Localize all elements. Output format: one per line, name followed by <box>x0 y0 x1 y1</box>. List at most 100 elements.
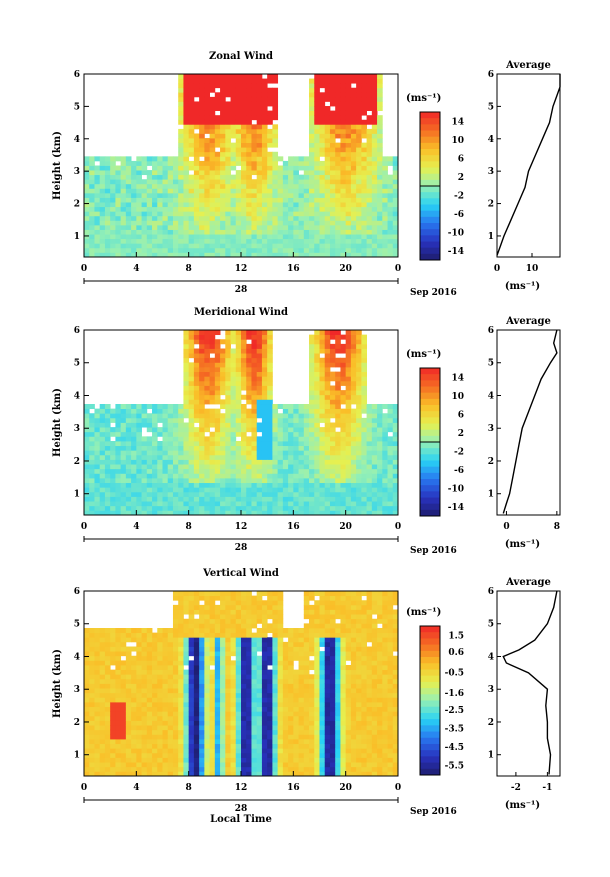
heatmap-cell <box>293 220 299 225</box>
heatmap-cell <box>236 469 242 474</box>
heatmap-cell <box>267 230 273 235</box>
heatmap-cell <box>325 353 331 358</box>
heatmap-cell <box>304 216 310 221</box>
heatmap-cell <box>241 129 247 134</box>
heatmap-cell <box>314 432 320 437</box>
heatmap-cell <box>157 758 163 763</box>
heatmap-cell <box>94 665 100 670</box>
heatmap-cell <box>215 614 221 619</box>
heatmap-cell <box>152 744 158 749</box>
heatmap-cell <box>257 506 263 511</box>
heatmap-cell <box>194 386 200 391</box>
heatmap-cell <box>367 74 373 79</box>
heatmap-cell <box>152 469 158 474</box>
heatmap-cell <box>299 211 305 216</box>
heatmap-cell <box>267 446 273 451</box>
heatmap-cell <box>168 423 174 428</box>
heatmap-cell <box>320 166 326 171</box>
heatmap-cell <box>283 473 289 478</box>
heatmap-cell <box>121 702 127 707</box>
heatmap-cell <box>246 138 252 143</box>
heatmap-cell <box>183 436 189 441</box>
heatmap-cell <box>241 211 247 216</box>
heatmap-cell <box>335 216 341 221</box>
heatmap-cell <box>126 413 132 418</box>
heatmap-cell <box>340 450 346 455</box>
heatmap-cell <box>204 436 210 441</box>
heatmap-cell <box>272 239 278 244</box>
heatmap-cell <box>157 642 163 647</box>
heatmap-cell <box>204 230 210 235</box>
heatmap-cell <box>231 239 237 244</box>
heatmap-cell <box>194 665 200 670</box>
heatmap-cell <box>314 353 320 358</box>
heatmap-cell <box>210 170 216 175</box>
heatmap-cell <box>110 637 116 642</box>
heatmap-cell <box>131 239 137 244</box>
heatmap-cell <box>236 234 242 239</box>
heatmap-cell <box>215 161 221 166</box>
heatmap-cell <box>105 748 111 753</box>
heatmap-cell <box>382 441 388 446</box>
heatmap-cell <box>330 156 336 161</box>
heatmap-cell <box>346 487 352 492</box>
heatmap-cell <box>231 628 237 633</box>
heatmap-cell <box>204 702 210 707</box>
heatmap-cell <box>293 478 299 483</box>
heatmap-cell <box>251 147 257 152</box>
heatmap-cell <box>89 734 95 739</box>
heatmap-cell <box>335 152 341 157</box>
heatmap-cell <box>231 92 237 97</box>
heatmap-cell <box>94 707 100 712</box>
heatmap-cell <box>183 143 189 148</box>
heatmap-cell <box>147 170 153 175</box>
heatmap-cell <box>89 684 95 689</box>
heatmap-cell <box>89 506 95 511</box>
heatmap-cell <box>163 198 169 203</box>
heatmap-cell <box>199 734 205 739</box>
heatmap-cell <box>356 83 362 88</box>
heatmap-cell <box>293 473 299 478</box>
heatmap-cell <box>356 367 362 372</box>
heatmap-cell <box>199 161 205 166</box>
heatmap-cell <box>178 633 184 638</box>
heatmap-cell <box>309 188 315 193</box>
heatmap-cell <box>210 106 216 111</box>
heatmap-cell <box>278 156 284 161</box>
heatmap-cell <box>173 418 179 423</box>
heatmap-cell <box>314 207 320 212</box>
heatmap-cell <box>236 721 242 726</box>
heatmap-cell <box>178 106 184 111</box>
heatmap-cell <box>257 156 263 161</box>
heatmap-cell <box>272 79 278 84</box>
heatmap-cell <box>356 487 362 492</box>
heatmap-cell <box>215 633 221 638</box>
heatmap-cell <box>94 239 100 244</box>
heatmap-cell <box>220 184 226 189</box>
heatmap-cell <box>105 670 111 675</box>
heatmap-cell <box>147 702 153 707</box>
colorbar-segment <box>420 485 440 492</box>
heatmap-cell <box>236 725 242 730</box>
heatmap-cell <box>115 473 121 478</box>
heatmap-cell <box>335 483 341 488</box>
heatmap-cell <box>335 239 341 244</box>
heatmap-cell <box>231 390 237 395</box>
heatmap-cell <box>340 413 346 418</box>
heatmap-cell <box>225 702 231 707</box>
heatmap-cell <box>377 234 383 239</box>
heatmap-cell <box>110 166 116 171</box>
heatmap-cell <box>320 367 326 372</box>
heatmap-cell <box>246 179 252 184</box>
heatmap-cell <box>267 111 273 116</box>
heatmap-cell <box>241 478 247 483</box>
heatmap-cell <box>361 436 367 441</box>
heatmap-cell <box>236 441 242 446</box>
heatmap-cell <box>210 725 216 730</box>
heatmap-cell <box>377 193 383 198</box>
heatmap-cell <box>210 423 216 428</box>
heatmap-cell <box>220 628 226 633</box>
heatmap-cell <box>361 478 367 483</box>
heatmap-cell <box>215 744 221 749</box>
heatmap-cell <box>304 487 310 492</box>
